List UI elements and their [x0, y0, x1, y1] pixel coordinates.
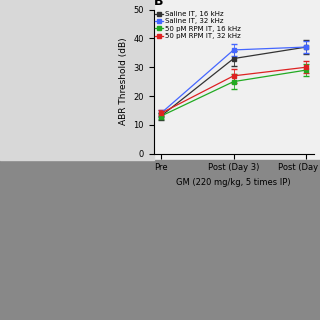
X-axis label: GM (220 mg/kg, 5 times IP): GM (220 mg/kg, 5 times IP): [176, 178, 291, 187]
Text: B: B: [154, 0, 163, 8]
Y-axis label: ABR Threshold (dB): ABR Threshold (dB): [119, 38, 128, 125]
Legend: Saline IT, 16 kHz, Saline IT, 32 kHz, 50 pM RPM IT, 16 kHz, 50 pM RPM IT, 32 kHz: Saline IT, 16 kHz, Saline IT, 32 kHz, 50…: [154, 10, 242, 40]
